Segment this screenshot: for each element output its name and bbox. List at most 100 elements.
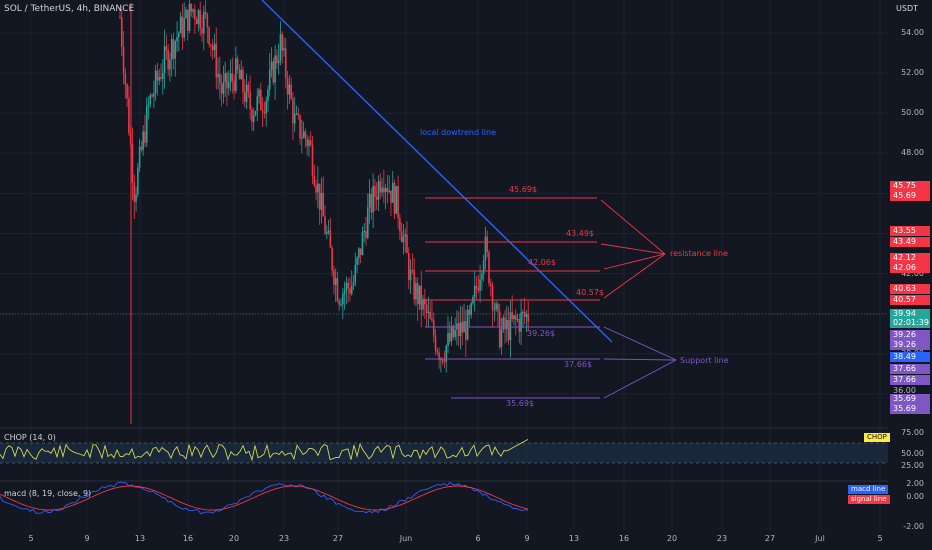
candle-body [290,84,292,99]
candle-body [484,236,487,261]
candle-body [448,332,451,342]
price-tick: 54.00 [901,28,924,37]
candle-body [481,273,483,280]
candle-body [488,252,490,284]
subpane-tick: 50.00 [901,449,924,458]
candle-body [135,194,137,202]
price-badge: 35.69 [890,394,930,404]
candle-body [513,315,515,320]
candle-body [192,9,194,12]
candle-body [379,181,382,193]
candle-body [131,144,134,183]
subpane-tick: 0.00 [906,492,924,501]
candle-body [308,140,310,147]
candle-body [366,207,369,238]
candle-body [416,283,419,305]
candle-body [377,181,380,200]
candle-body [525,313,528,317]
candle-body [331,247,333,271]
candle-body [240,69,243,80]
candle-body [137,167,139,195]
candle-body [502,317,505,330]
candle-body [334,278,337,285]
chop-label[interactable]: CHOP (14, 0) [4,433,56,442]
candle-body [181,16,184,38]
candle-body [434,335,437,351]
candle-body [343,290,346,294]
candle-body [411,269,414,271]
candle-body [219,73,221,84]
candle-body [138,146,141,168]
candle-body [329,230,332,248]
symbol-title[interactable]: SOL / TetherUS, 4h, BINANCE [4,4,135,14]
candle-body [313,175,316,186]
candle-body [222,82,225,94]
candle-body [388,190,390,192]
resistance-arrow [603,253,666,299]
candle-body [227,82,230,89]
candle-body [197,10,200,25]
candle-body [235,58,237,91]
candle-body [306,138,308,147]
candle-body [358,248,360,258]
candle-body [470,303,472,315]
macd-label[interactable]: macd (8, 19, close, 9) [4,489,92,498]
price-badge: 36.00 [890,386,930,396]
level-label: 43.49$ [566,229,594,238]
candle-body [258,89,260,97]
candle-body [390,190,392,203]
time-tick: 13 [568,534,580,543]
candle-body [188,3,191,31]
candle-body [247,84,250,92]
candle-body [195,19,198,25]
candle-body [243,92,246,102]
candle-body [163,46,166,74]
time-tick: 5 [877,534,883,543]
candle-body [486,236,489,253]
resistance-arrow [600,243,666,255]
candles [119,0,530,424]
candle-body [292,98,294,124]
candle-body [249,91,251,110]
candle-body [311,144,314,176]
candle-body [251,109,253,122]
time-tick: Jul [815,534,825,543]
candle-body [393,182,396,214]
candle-body [170,39,173,60]
candle-body [202,11,205,34]
price-badge: 43.49 [890,237,930,247]
candle-body [151,95,153,97]
candle-body [407,253,410,281]
time-tick: 27 [764,534,776,543]
candle-body [199,10,202,29]
candle-body [217,73,219,78]
candle-body [361,232,364,256]
candle-body [457,323,460,337]
candle-body [283,48,285,51]
macd-pane [0,480,888,515]
level-label: 39.26$ [527,329,555,338]
candle-body [475,286,478,289]
candle-body [149,95,152,104]
candle-body [286,78,289,95]
candle-body [527,313,530,322]
candle-body [363,231,366,233]
candle-body [402,236,405,243]
candle-body [147,103,150,106]
candle-body [215,43,218,78]
support-arrow [603,358,677,361]
level-label: 45.69$ [509,185,537,194]
candle-body [302,131,305,138]
candle-body [276,55,278,64]
candle-body [452,325,455,338]
candle-body [142,131,144,150]
candle-body [238,69,241,80]
candle-body [383,187,385,193]
candle-body [274,55,276,83]
candle-body [479,279,481,291]
candle-body [186,9,189,31]
candle-body [165,46,168,50]
candle-body [384,187,387,193]
candle-body [174,41,177,59]
